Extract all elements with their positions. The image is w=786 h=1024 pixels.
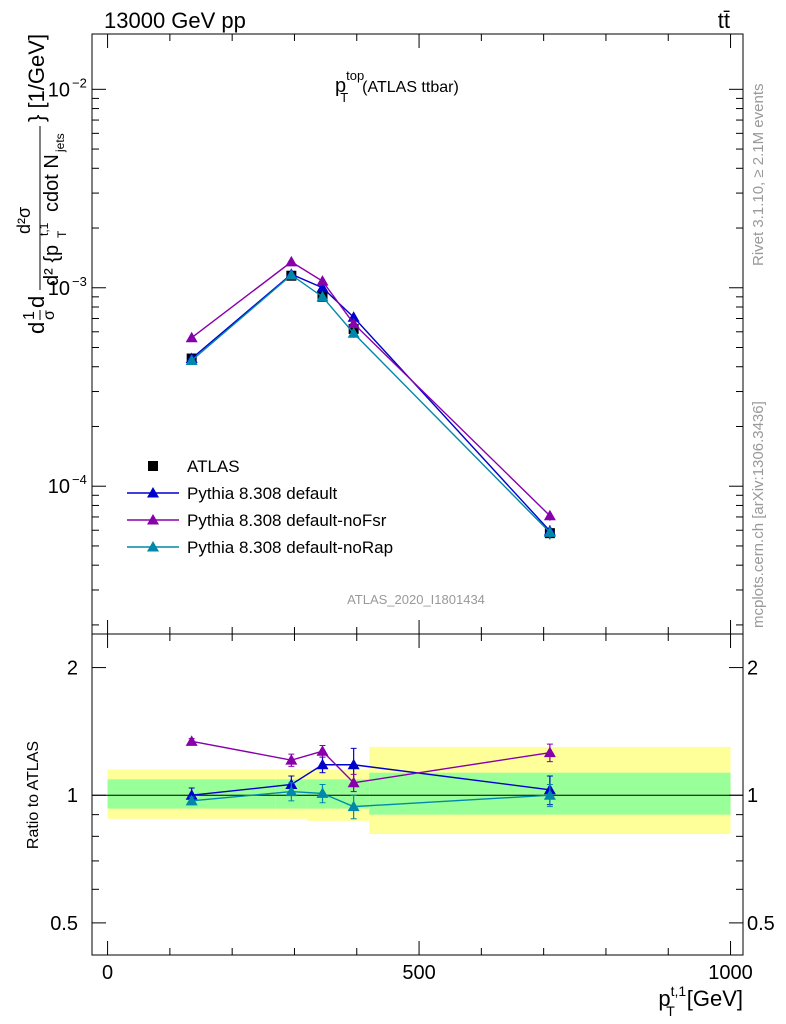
- ratio-point: [316, 787, 329, 798]
- ratio-point: [285, 785, 298, 797]
- y-axis-label-part: jets: [53, 133, 67, 153]
- legend-label: ATLAS: [187, 457, 240, 476]
- data-point: [316, 290, 329, 302]
- y-tick-label-exponent: −4: [72, 472, 87, 487]
- y-tick-label-exponent: −3: [72, 274, 87, 289]
- rivet-version-label: Rivet 3.1.10, ≥ 2.1M events: [750, 84, 767, 267]
- legend-item: Pythia 8.308 default-noFsr: [127, 511, 387, 530]
- ratio-uncertainty-bands: [107, 746, 731, 835]
- ratio-point: [543, 789, 556, 800]
- title-sup: top: [346, 68, 364, 83]
- y-axis-label-part: d² {p: [41, 245, 63, 286]
- ratio-point: [185, 735, 198, 746]
- legend-marker: [147, 541, 159, 552]
- ratio-point: [316, 745, 329, 756]
- data-point: [316, 281, 329, 293]
- y-axis-label-part: T: [55, 230, 69, 238]
- series-noFsr: [185, 255, 556, 521]
- y-tick-label: 10: [48, 278, 70, 300]
- ratio-panel: 0.5 0.5 1 1 2 2 0 500 1000 Ratio to ATLAS pt,1 T […: [25, 633, 775, 1019]
- ratio-series: [185, 735, 556, 820]
- mcplots-label: mcplots.cern.ch [arXiv:1306.3436]: [750, 401, 767, 628]
- ratio-point: [347, 758, 360, 770]
- xlabel-sup: t,1: [671, 983, 687, 999]
- beam-label: 13000 GeV pp: [104, 8, 246, 33]
- ratio-point: [543, 746, 556, 758]
- x-tick-label: 1000: [708, 962, 753, 984]
- ratio-series-noFsr: [185, 735, 556, 793]
- xlabel-main: p: [658, 986, 670, 1011]
- y-tick-label: 1: [67, 785, 78, 807]
- y-tick-label: 0.5: [50, 913, 78, 935]
- legend: ATLAS Pythia 8.308 default Pythia 8.308 de…: [127, 457, 393, 557]
- analysis-id: ATLAS_2020_I1801434: [347, 592, 485, 607]
- process-label: tt̄: [718, 8, 730, 33]
- legend-label: Pythia 8.308 default-noFsr: [187, 511, 387, 530]
- y-tick-label-right: 2: [747, 658, 758, 680]
- y-axis-label-part: } [1/GeV]: [24, 34, 49, 122]
- ratio-axis-ticks: 0.5 0.5 1 1 2 2 0 500 1000: [50, 634, 775, 984]
- title-sub: T: [340, 90, 348, 105]
- data-point: [316, 275, 329, 286]
- data-point: [543, 509, 556, 521]
- ratio-y-axis-label: Ratio to ATLAS: [25, 741, 42, 849]
- data-point: [185, 331, 198, 343]
- title-main: p: [335, 75, 346, 97]
- series-noRap: [185, 268, 556, 539]
- y-axis-label-part: σ: [41, 310, 58, 320]
- legend-label: Pythia 8.308 default: [187, 484, 338, 503]
- legend-label: Pythia 8.308 default-noRap: [187, 538, 393, 557]
- main-axis-ticks: 10−410−310−2: [48, 34, 743, 634]
- x-tick-label: 500: [402, 962, 435, 984]
- y-axis-label-part: d²σ: [14, 207, 34, 234]
- chart-title: ptop T (ATLAS ttbar): [335, 68, 459, 105]
- ratio-point: [347, 776, 360, 788]
- main-panel: 10−410−310−2 ptop T(ATLAS ttbar) ATLAS_20…: [14, 33, 744, 635]
- ratio-point: [347, 800, 360, 812]
- legend-item: Pythia 8.308 default-noRap: [127, 538, 393, 557]
- data-point: [285, 255, 298, 267]
- data-point: [285, 268, 298, 280]
- data-point: [543, 526, 556, 537]
- legend-marker: [148, 461, 158, 471]
- legend-marker: [147, 487, 159, 498]
- legend-item: Pythia 8.308 default: [127, 484, 338, 503]
- ratio-point: [285, 754, 298, 765]
- y-tick-label: 2: [67, 658, 78, 680]
- data-point: [347, 327, 360, 338]
- xlabel-sub: T: [666, 1003, 675, 1019]
- x-axis-label: pt,1 T [GeV]: [658, 983, 743, 1019]
- y-tick-label: 10: [48, 476, 70, 498]
- y-axis-label-part: d: [24, 322, 49, 334]
- main-series: [185, 255, 556, 540]
- y-tick-label-right: 1: [747, 785, 758, 807]
- xlabel-suffix: [GeV]: [687, 986, 743, 1011]
- y-axis-label-part: d: [24, 296, 49, 308]
- title-suffix: (ATLAS ttbar): [362, 79, 459, 96]
- x-tick-label: 0: [102, 962, 113, 984]
- legend-item: ATLAS: [148, 457, 240, 476]
- y-axis-label-part: 1: [21, 311, 38, 320]
- ratio-plot-frame: [91, 633, 744, 956]
- ratio-series-noRap: [185, 782, 556, 820]
- ratio-point: [316, 758, 329, 770]
- y-tick-label: 10: [48, 79, 70, 101]
- y-axis-label-part: cdot N: [41, 154, 63, 212]
- data-point: [185, 354, 198, 366]
- y-axis-label-part: t,1: [37, 222, 51, 236]
- legend-marker: [147, 514, 159, 525]
- y-tick-label-exponent: −2: [72, 75, 87, 90]
- ratio-point: [185, 794, 198, 806]
- y-tick-label-right: 0.5: [747, 913, 775, 935]
- data-point: [347, 317, 360, 329]
